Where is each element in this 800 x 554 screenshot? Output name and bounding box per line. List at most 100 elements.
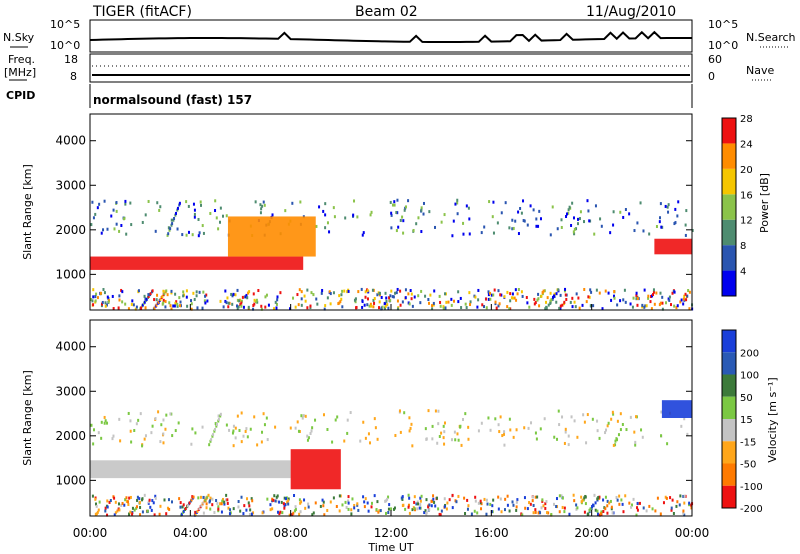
heatmap-cell xyxy=(391,295,394,299)
heatmap-cell xyxy=(564,427,567,431)
heatmap-cell xyxy=(604,431,607,435)
heatmap-cell xyxy=(161,295,164,299)
colorbar-tick-label: 12 xyxy=(740,216,753,227)
heatmap-cell xyxy=(419,499,422,503)
heatmap-cell xyxy=(442,436,445,440)
heatmap-cell xyxy=(573,499,576,503)
heatmap-cell xyxy=(104,304,107,308)
freq-tick-bottom: 8 xyxy=(70,70,77,83)
heatmap-cell xyxy=(428,503,431,507)
heatmap-cell xyxy=(329,302,332,306)
power-heatmap xyxy=(90,198,694,311)
heatmap-cell xyxy=(307,502,310,506)
heatmap-cell xyxy=(363,500,366,504)
heatmap-cell xyxy=(362,231,365,235)
heatmap-cell xyxy=(347,499,350,503)
heatmap-cell xyxy=(375,508,378,512)
heatmap-cell xyxy=(593,232,596,236)
heatmap-cell xyxy=(480,231,483,235)
heatmap-cell xyxy=(394,434,397,438)
heatmap-cell xyxy=(150,431,153,435)
heatmap-cell xyxy=(676,304,679,308)
heatmap-cell xyxy=(537,297,540,301)
heatmap-cell xyxy=(432,301,435,305)
heatmap-cell xyxy=(437,409,440,413)
heatmap-cell xyxy=(596,509,599,513)
freq-panel-frame xyxy=(89,53,693,83)
heatmap-cell xyxy=(92,295,95,299)
heatmap-cell xyxy=(164,427,167,431)
heatmap-cell xyxy=(323,513,326,517)
heatmap-cell xyxy=(565,297,568,301)
heatmap-cell xyxy=(529,502,532,506)
heatmap-cell xyxy=(101,300,104,304)
heatmap-cell xyxy=(380,307,383,311)
heatmap-cell xyxy=(202,495,205,499)
heatmap-cell xyxy=(343,289,346,293)
heatmap-cell xyxy=(364,295,367,299)
heatmap-cell xyxy=(572,230,575,234)
heatmap-cell xyxy=(265,293,268,297)
heatmap-cell xyxy=(601,307,604,311)
heatmap-cell xyxy=(226,296,229,300)
heatmap-cell xyxy=(539,217,542,221)
heatmap-cell xyxy=(612,443,615,447)
heatmap-cell xyxy=(96,510,99,514)
heatmap-cell xyxy=(534,508,537,512)
heatmap-cell xyxy=(250,512,253,516)
heatmap-cell xyxy=(190,442,193,446)
heatmap-cell xyxy=(450,438,453,442)
heatmap-cell xyxy=(373,417,376,421)
heatmap-cell xyxy=(193,215,196,219)
freq-label: Freq. xyxy=(8,53,35,66)
heatmap-cell xyxy=(219,299,222,303)
heatmap-cell xyxy=(237,505,240,509)
heatmap-cell xyxy=(396,299,399,303)
colorbar-swatch xyxy=(722,374,736,397)
heatmap-cell xyxy=(116,509,119,513)
heatmap-cell xyxy=(634,440,637,444)
freq-nave-panel: Freq. [MHz] 18 8 60 0 Nave xyxy=(4,53,774,83)
heatmap-cell xyxy=(558,423,561,427)
heatmap-cell xyxy=(508,307,511,311)
heatmap-cell xyxy=(252,292,255,296)
heatmap-cell xyxy=(149,292,152,296)
heatmap-cell xyxy=(521,513,524,517)
heatmap-cell xyxy=(159,440,162,444)
heatmap-cell xyxy=(506,290,509,294)
heatmap-cell xyxy=(516,292,519,296)
heatmap-cell xyxy=(347,289,350,293)
heatmap-cell xyxy=(321,498,324,502)
heatmap-cell xyxy=(659,216,662,220)
heatmap-cell xyxy=(578,306,581,310)
heatmap-cell xyxy=(413,506,416,510)
heatmap-cell xyxy=(404,205,407,209)
heatmap-cell xyxy=(221,214,224,218)
heatmap-cell xyxy=(147,199,150,203)
heatmap-cell xyxy=(425,437,428,441)
heatmap-cell xyxy=(610,298,613,302)
heatmap-cell xyxy=(539,511,542,515)
heatmap-cell xyxy=(134,307,137,311)
heatmap-cell xyxy=(549,291,552,295)
heatmap-cell xyxy=(558,510,561,514)
heatmap-cell xyxy=(135,422,138,426)
heatmap-cell xyxy=(631,305,634,309)
heatmap-cell xyxy=(499,415,502,419)
heatmap-cell xyxy=(549,233,552,237)
heatmap-cell xyxy=(175,300,178,304)
heatmap-cell xyxy=(224,289,227,293)
colorbar-swatch xyxy=(722,219,736,246)
heatmap-cell xyxy=(401,300,404,304)
heatmap-cell xyxy=(513,296,516,300)
heatmap-cell xyxy=(197,217,200,221)
heatmap-cell xyxy=(369,213,372,217)
heatmap-cell xyxy=(166,506,169,510)
heatmap-cell xyxy=(276,510,279,514)
heatmap-cell xyxy=(565,215,568,219)
heatmap-cell xyxy=(423,511,426,515)
heatmap-cell xyxy=(182,503,185,507)
heatmap-cell xyxy=(445,300,448,304)
heatmap-cell xyxy=(673,222,676,226)
heatmap-cell xyxy=(659,512,662,516)
